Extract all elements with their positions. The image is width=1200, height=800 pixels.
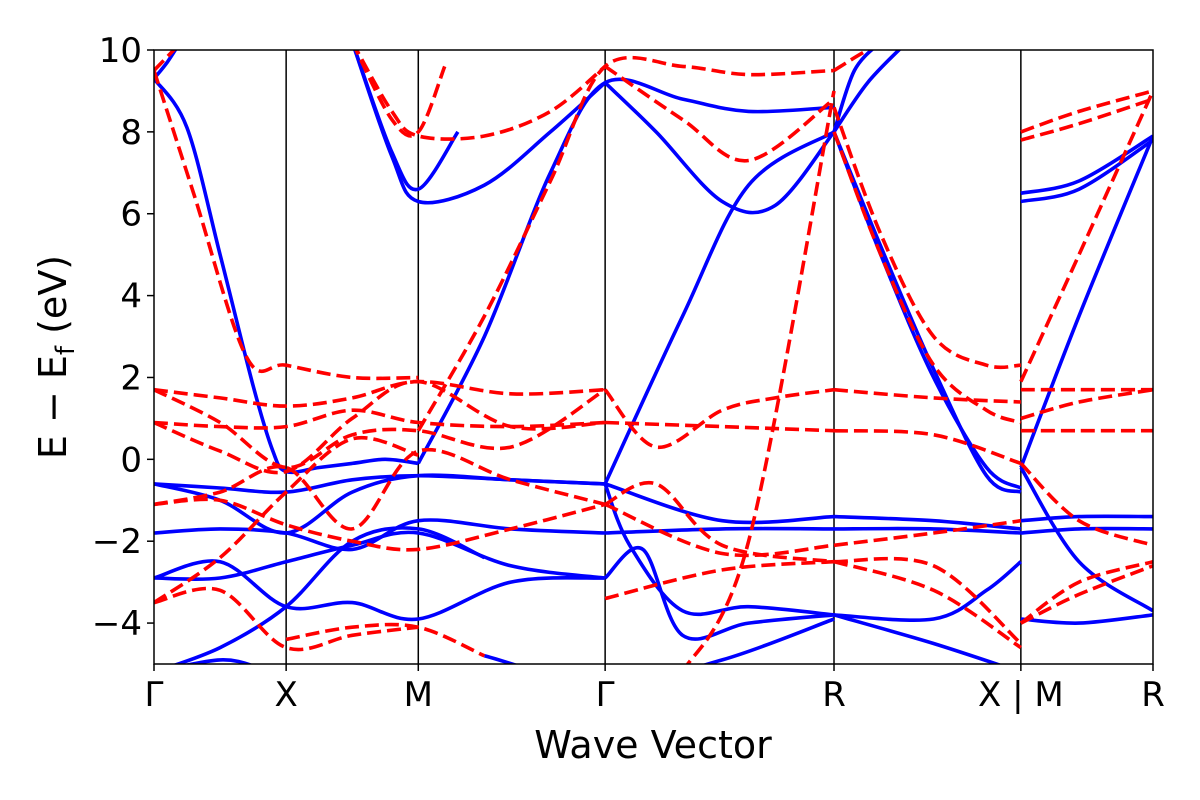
band-line-red-54 (685, 90, 836, 664)
y-axis-label: E − Ef (eV) (31, 255, 81, 459)
band-line-red-40 (154, 497, 606, 552)
band-line-red-52 (604, 559, 835, 601)
band-line-red-41 (154, 447, 606, 531)
band-line-red-47 (416, 55, 835, 432)
band-line-red-71 (1020, 564, 1153, 625)
y-tick-label: 0 (120, 440, 142, 480)
y-tick-label: −2 (92, 522, 142, 562)
band-line-blue-3 (154, 473, 606, 495)
y-axis-label-main: E − E (31, 355, 75, 459)
band-line-red-39 (154, 379, 606, 475)
band-line-blue-16 (603, 483, 835, 617)
band-line-blue-13 (603, 130, 835, 485)
x-axis-ticks: Γ X M Γ R X | M R (145, 664, 1165, 715)
y-tick-label: 10 (99, 31, 142, 71)
plot-frame (153, 49, 1154, 665)
x-tick-label: R (1141, 675, 1165, 715)
y-tick-label: 8 (120, 113, 142, 153)
x-tick-label: X (274, 675, 297, 715)
band-line-blue-32 (1020, 613, 1153, 625)
band-line-red-44 (285, 622, 486, 658)
band-line-blue-17 (603, 545, 835, 641)
band-line-blue-27 (1020, 134, 1153, 196)
band-line-red-35 (154, 69, 419, 381)
band-line-blue-7 (172, 526, 486, 664)
y-axis-label-subscript: f (51, 345, 81, 355)
x-tick-label: R (822, 675, 846, 715)
x-tick-label: Γ (596, 675, 615, 715)
band-line-red-42 (154, 586, 419, 652)
band-line-blue-14 (604, 482, 835, 525)
band-line-blue-12 (603, 81, 836, 215)
band-line-red-36 (154, 379, 606, 408)
y-tick-label: −4 (92, 604, 142, 644)
band-line-blue-5 (154, 530, 606, 582)
band-line-blue-8 (183, 658, 254, 664)
band-line-red-67 (1020, 387, 1153, 421)
band-line-red-59 (833, 518, 1022, 548)
x-axis-label: Wave Vector (534, 723, 772, 767)
band-line-red-38 (154, 388, 607, 470)
band-line-blue-19 (832, 131, 1022, 490)
band-line-red-58 (833, 428, 1022, 466)
band-line-blue-25 (833, 560, 1023, 622)
band-line-blue-0 (154, 77, 419, 475)
band-line-red-34 (154, 50, 177, 72)
y-tick-label: 2 (120, 358, 142, 398)
band-line-red-49 (603, 387, 835, 449)
band-line-red-61 (833, 559, 1022, 650)
band-line-red-55 (832, 106, 1022, 370)
y-tick-label: 6 (120, 195, 142, 235)
band-line-blue-11 (416, 77, 835, 465)
band-line-red-60 (833, 556, 1023, 645)
band-line-blue-31 (1020, 526, 1153, 535)
x-tick-label: X | M (978, 675, 1064, 715)
band-line-red-70 (1019, 559, 1153, 625)
band-line-blue-6 (154, 559, 606, 622)
band-line-blue-24 (833, 526, 1021, 535)
band-line-red-56 (832, 131, 1022, 425)
band-line-red-45 (354, 50, 607, 141)
band-line-red-69 (1019, 462, 1153, 548)
band-line-blue-28 (1020, 138, 1153, 204)
y-tick-label: 4 (120, 277, 142, 317)
y-axis-ticks: −4 −2 0 2 4 6 8 10 (92, 31, 154, 644)
x-tick-label: Γ (145, 675, 164, 715)
band-line-red-50 (605, 420, 835, 433)
band-line-red-46 (354, 50, 447, 138)
band-line-red-63 (1020, 89, 1153, 134)
x-tick-label: M (404, 675, 433, 715)
band-line-red-53 (604, 480, 835, 564)
band-line-blue-30 (1020, 514, 1153, 523)
band-line-red-57 (833, 387, 1021, 404)
band-series-layer (154, 50, 1153, 664)
band-line-red-48 (604, 64, 836, 163)
band-line-red-64 (1020, 97, 1153, 142)
band-line-blue-10 (353, 50, 460, 192)
band-line-blue-26 (833, 613, 1003, 664)
band-line-blue-23 (833, 514, 1022, 531)
band-line-blue-15 (605, 526, 835, 535)
band-line-blue-33 (1019, 466, 1153, 613)
plot-background (154, 50, 1153, 664)
band-line-blue-18 (483, 617, 835, 664)
y-axis-label-unit: (eV) (31, 255, 75, 346)
band-line-red-51 (604, 502, 835, 558)
band-line-red-62 (833, 50, 872, 73)
band-line-red-43 (154, 435, 419, 605)
